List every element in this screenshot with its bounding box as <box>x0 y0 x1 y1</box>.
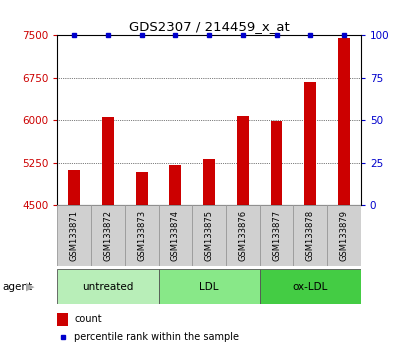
Bar <box>236 116 248 205</box>
Text: ox-LDL: ox-LDL <box>292 282 327 292</box>
FancyBboxPatch shape <box>293 205 326 266</box>
FancyBboxPatch shape <box>158 269 259 304</box>
Text: GSM133876: GSM133876 <box>238 210 247 261</box>
Text: ▶: ▶ <box>26 282 34 292</box>
FancyBboxPatch shape <box>259 269 360 304</box>
FancyBboxPatch shape <box>57 269 158 304</box>
Bar <box>169 165 181 205</box>
Text: GSM133872: GSM133872 <box>103 210 112 261</box>
Bar <box>337 38 349 205</box>
Bar <box>57 313 68 326</box>
Text: GSM133879: GSM133879 <box>339 210 348 261</box>
FancyBboxPatch shape <box>326 205 360 266</box>
FancyBboxPatch shape <box>158 205 192 266</box>
Text: GSM133871: GSM133871 <box>70 210 79 261</box>
Text: count: count <box>74 314 101 324</box>
Bar <box>270 121 282 205</box>
Text: GSM133875: GSM133875 <box>204 210 213 261</box>
Bar <box>68 170 80 205</box>
Text: untreated: untreated <box>82 282 133 292</box>
Text: GSM133878: GSM133878 <box>305 210 314 261</box>
FancyBboxPatch shape <box>225 205 259 266</box>
FancyBboxPatch shape <box>124 205 158 266</box>
Text: agent: agent <box>2 282 32 292</box>
FancyBboxPatch shape <box>57 205 91 266</box>
Bar <box>203 159 214 205</box>
Title: GDS2307 / 214459_x_at: GDS2307 / 214459_x_at <box>128 20 289 33</box>
Bar <box>303 82 315 205</box>
FancyBboxPatch shape <box>192 205 225 266</box>
Bar <box>102 117 114 205</box>
Text: percentile rank within the sample: percentile rank within the sample <box>74 332 238 342</box>
Text: GSM133873: GSM133873 <box>137 210 146 261</box>
FancyBboxPatch shape <box>259 205 293 266</box>
Text: GSM133874: GSM133874 <box>171 210 180 261</box>
Text: GSM133877: GSM133877 <box>271 210 280 261</box>
Bar <box>135 172 147 205</box>
FancyBboxPatch shape <box>91 205 124 266</box>
Text: LDL: LDL <box>199 282 218 292</box>
